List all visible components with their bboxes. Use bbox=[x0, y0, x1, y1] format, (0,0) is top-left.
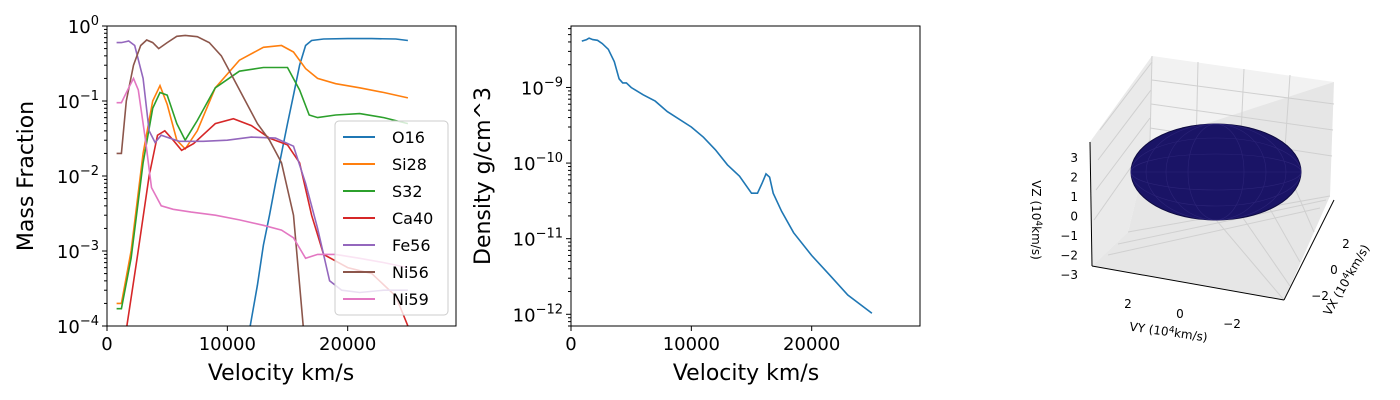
density-plot-frame bbox=[570, 25, 921, 327]
vx-tick-label: 0 bbox=[1330, 263, 1338, 277]
x-tick-label: 10000 bbox=[199, 334, 256, 355]
y-tick-label: 10−2 bbox=[57, 164, 99, 188]
z-axis-line bbox=[1089, 141, 1093, 267]
y-tick-label: 10−9 bbox=[521, 75, 563, 99]
mass-fraction-legend: O16 Si28 S32 Ca40 Fe56 Ni56 Ni59 bbox=[334, 120, 449, 316]
legend-label-ni56: Ni56 bbox=[392, 263, 429, 282]
vz-tick-label: −1 bbox=[1060, 229, 1078, 243]
y-tick-label: 10−4 bbox=[57, 314, 99, 338]
mass-fraction-x-ticks: 0 10000 20000 bbox=[101, 326, 376, 355]
y-tick-label: 100 bbox=[68, 14, 99, 38]
y-axis-line bbox=[1091, 265, 1285, 301]
density-x-ticks: 0 10000 20000 bbox=[565, 326, 840, 355]
x-tick-label: 20000 bbox=[783, 334, 840, 355]
legend-label-ca40: Ca40 bbox=[392, 209, 433, 228]
sphere-mesh bbox=[1130, 123, 1302, 221]
legend-items: O16 Si28 S32 Ca40 Fe56 Ni56 Ni59 bbox=[343, 128, 433, 309]
legend-label-o16: O16 bbox=[392, 128, 425, 147]
vy-tick-label: −2 bbox=[1223, 317, 1241, 331]
vz-tick-label: 1 bbox=[1070, 190, 1078, 204]
vy-axis-label: VY (104km/s) bbox=[1129, 320, 1209, 345]
x-tick-label: 10000 bbox=[663, 334, 720, 355]
x-tick-label: 20000 bbox=[319, 334, 376, 355]
mass-fraction-x-axis-label: Velocity km/s bbox=[208, 361, 354, 386]
series-line-ni59 bbox=[116, 76, 409, 269]
mass-fraction-y-axis-label: Mass Fraction bbox=[14, 101, 39, 251]
legend-label-fe56: Fe56 bbox=[392, 236, 431, 255]
density-chart: 0 10000 20000 10−9 10−10 10−11 10−12 Velocity… bbox=[471, 25, 921, 386]
density-x-axis-label: Velocity km/s bbox=[673, 361, 819, 386]
series-line-ni56 bbox=[116, 34, 304, 326]
density-series-group bbox=[581, 37, 873, 314]
vz-tick-label: −3 bbox=[1060, 268, 1078, 282]
y-tick-label: 10−3 bbox=[57, 239, 99, 263]
density-y-axis-label: Density g/cm^3 bbox=[471, 87, 496, 265]
vx-axis-label: VX (104km/s) bbox=[1321, 242, 1373, 318]
series-line-density bbox=[581, 37, 873, 314]
mass-fraction-chart: 0 10000 20000 10−4 10−3 10−2 10−1 100 Velocity… bbox=[14, 14, 457, 386]
legend-label-si28: Si28 bbox=[392, 155, 427, 174]
vx-tick-label: 2 bbox=[1342, 237, 1350, 251]
y-tick-label: 10−11 bbox=[513, 227, 563, 251]
series-line-o16 bbox=[249, 37, 408, 326]
x-tick-label: 0 bbox=[565, 334, 576, 355]
y-tick-label: 10−12 bbox=[513, 302, 563, 326]
vz-axis-label: VZ (104km/s) bbox=[1029, 180, 1043, 260]
x-tick-label: 0 bbox=[101, 334, 112, 355]
y-tick-label: 10−1 bbox=[57, 89, 99, 113]
vx-tick-label: −2 bbox=[1311, 289, 1329, 303]
legend-box bbox=[334, 120, 449, 316]
density-y-ticks: 10−9 10−10 10−11 10−12 bbox=[513, 28, 571, 327]
vz-tick-label: 3 bbox=[1070, 151, 1078, 165]
vy-tick-label: 0 bbox=[1176, 307, 1184, 321]
vz-tick-label: 2 bbox=[1070, 171, 1078, 185]
legend-label-s32: S32 bbox=[392, 182, 423, 201]
vy-tick-label: 2 bbox=[1124, 297, 1132, 311]
mass-fraction-y-ticks: 10−4 10−3 10−2 10−1 100 bbox=[57, 14, 107, 338]
vz-tick-label: 0 bbox=[1070, 210, 1078, 224]
mass-fraction-series-group bbox=[116, 34, 409, 326]
x-axis-line bbox=[1283, 199, 1335, 301]
y-tick-label: 10−10 bbox=[513, 151, 563, 175]
vz-tick-label: −2 bbox=[1060, 249, 1078, 263]
legend-label-ni59: Ni59 bbox=[392, 290, 429, 309]
